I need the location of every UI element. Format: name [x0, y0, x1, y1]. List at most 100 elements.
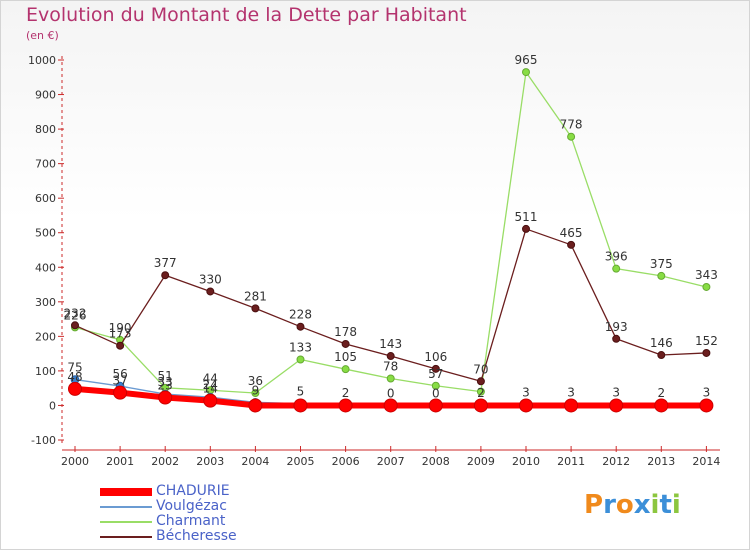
- data-point: [702, 282, 711, 291]
- data-label: 36: [248, 374, 263, 388]
- legend-item: Voulgézac: [100, 499, 237, 514]
- data-point: [341, 365, 350, 374]
- data-label: 3: [522, 385, 530, 399]
- legend-label: Voulgézac: [156, 498, 227, 514]
- legend-swatch: [100, 535, 152, 538]
- data-label: 281: [244, 289, 267, 303]
- proxiti-logo: Proxiti: [584, 490, 681, 520]
- data-label: 226: [64, 308, 87, 322]
- data-label: 0: [387, 386, 395, 400]
- data-label: 965: [515, 53, 538, 67]
- data-label: 133: [289, 341, 312, 355]
- logo-letter: i: [650, 490, 660, 520]
- data-point: [431, 364, 440, 373]
- data-label: 57: [428, 367, 443, 381]
- data-label: 190: [109, 321, 132, 335]
- data-label: 193: [605, 320, 628, 334]
- data-label: 3: [567, 385, 575, 399]
- data-label: 106: [424, 350, 447, 364]
- data-label: 70: [473, 362, 488, 376]
- data-label: 511: [515, 210, 538, 224]
- legend-item: Charmant: [100, 514, 237, 529]
- data-label: 232: [64, 306, 87, 320]
- data-point: [522, 68, 530, 77]
- data-point: [383, 398, 398, 413]
- x-tick-label: 2009: [467, 455, 495, 468]
- data-point: [476, 387, 485, 396]
- data-point: [158, 390, 173, 405]
- x-tick-label: 2002: [151, 455, 179, 468]
- data-point: [612, 264, 621, 273]
- chart-title: Evolution du Montant de la Dette par Hab…: [26, 4, 467, 26]
- legend-label: CHADURIE: [156, 483, 230, 499]
- y-tick-label: 900: [35, 89, 56, 102]
- legend-label: Bécheresse: [156, 528, 237, 544]
- data-label: 143: [379, 337, 402, 351]
- x-tick-label: 2010: [512, 455, 540, 468]
- data-point: [567, 132, 576, 141]
- data-point: [522, 224, 530, 233]
- data-label: 105: [334, 350, 357, 364]
- data-label: 3: [612, 385, 620, 399]
- data-point: [609, 398, 624, 413]
- data-point: [567, 240, 576, 249]
- data-label: 465: [560, 226, 583, 240]
- data-point: [386, 352, 395, 361]
- x-tick-label: 2008: [422, 455, 450, 468]
- legend-item: Bécheresse: [100, 529, 237, 544]
- legend-label: Charmant: [156, 513, 226, 529]
- y-tick-label: 100: [35, 365, 56, 378]
- legend-item: CHADURIE: [100, 484, 237, 499]
- logo-letter: t: [659, 490, 672, 520]
- data-point: [71, 321, 79, 330]
- data-point: [699, 398, 714, 413]
- data-point: [702, 348, 711, 357]
- x-tick-label: 2005: [287, 455, 315, 468]
- data-label: 9: [252, 383, 260, 397]
- data-point: [203, 393, 218, 408]
- data-label: 48: [67, 370, 82, 384]
- data-point: [161, 271, 170, 280]
- data-label: 146: [650, 336, 673, 350]
- chart-unit-label: (en €): [26, 29, 59, 42]
- data-label: 44: [203, 371, 218, 385]
- data-label: 178: [334, 325, 357, 339]
- data-point: [338, 398, 353, 413]
- data-label: 23: [158, 379, 173, 393]
- data-label: 377: [154, 256, 177, 270]
- logo-letter: o: [615, 490, 634, 520]
- y-tick-label: 200: [35, 330, 56, 343]
- data-label: 343: [695, 268, 718, 282]
- y-tick-label: 300: [35, 296, 56, 309]
- data-label: 56: [112, 367, 127, 381]
- data-point: [386, 374, 395, 383]
- data-label: 396: [605, 250, 628, 264]
- data-label: 0: [432, 386, 440, 400]
- logo-letter: i: [671, 490, 681, 520]
- data-point: [296, 322, 305, 331]
- logo-letter: P: [584, 490, 604, 520]
- x-tick-label: 2014: [692, 455, 720, 468]
- data-point: [251, 304, 260, 313]
- x-tick-label: 2007: [377, 455, 405, 468]
- data-point: [473, 398, 488, 413]
- logo-letter: x: [633, 490, 651, 520]
- y-tick-label: 0: [49, 399, 56, 412]
- data-label: 33: [158, 375, 173, 389]
- data-label: 14: [203, 382, 218, 396]
- chart-legend: CHADURIE Voulgézac Charmant Bécheresse: [100, 484, 237, 544]
- data-label: 75: [67, 361, 82, 375]
- x-tick-label: 2004: [241, 455, 269, 468]
- data-label: 2: [342, 386, 350, 400]
- data-label: 173: [109, 327, 132, 341]
- y-tick-label: 500: [35, 227, 56, 240]
- data-point: [206, 287, 215, 296]
- data-point: [68, 381, 82, 396]
- data-point: [116, 341, 125, 350]
- data-label: 330: [199, 272, 222, 286]
- data-label: 51: [158, 369, 173, 383]
- data-label: 228: [289, 308, 312, 322]
- data-point: [654, 398, 669, 413]
- data-point: [293, 398, 308, 413]
- x-tick-label: 2011: [557, 455, 585, 468]
